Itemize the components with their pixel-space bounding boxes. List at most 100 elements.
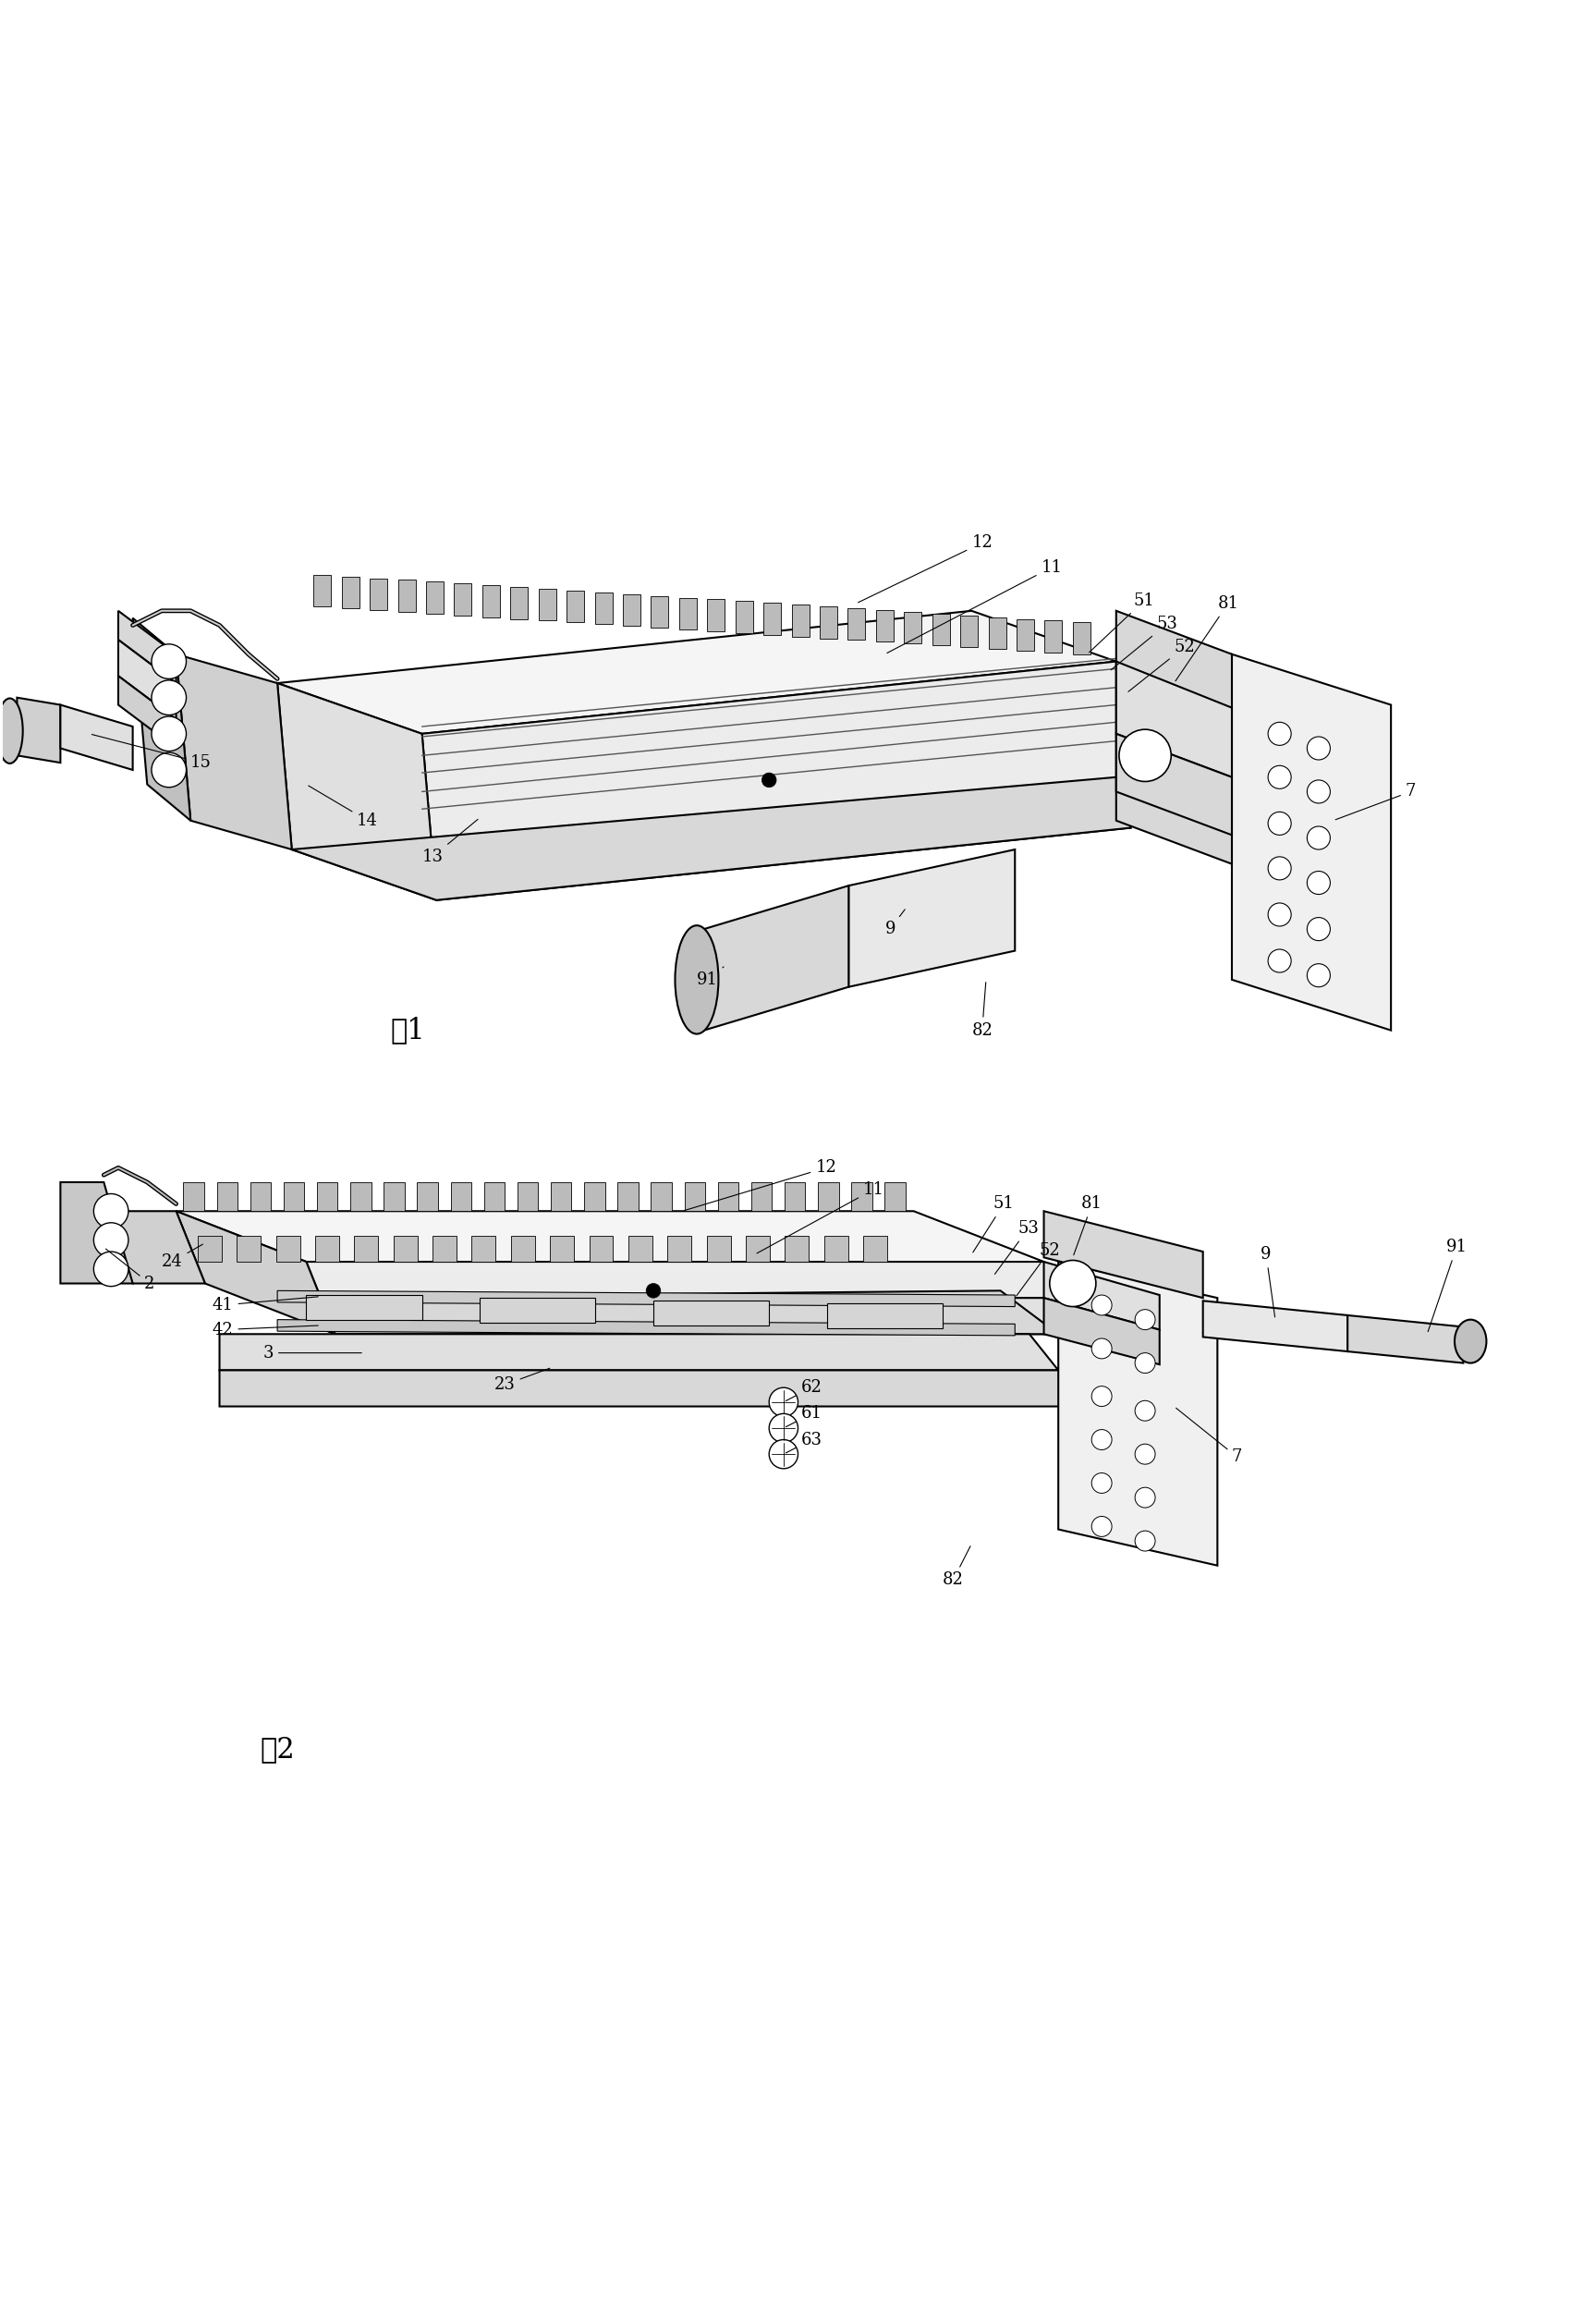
Polygon shape — [745, 1235, 769, 1263]
Text: 52: 52 — [1128, 638, 1195, 692]
Polygon shape — [176, 1212, 335, 1335]
Polygon shape — [1045, 620, 1063, 652]
Polygon shape — [198, 1235, 222, 1263]
Polygon shape — [132, 617, 190, 822]
Ellipse shape — [1454, 1321, 1486, 1362]
Polygon shape — [316, 1235, 340, 1263]
Polygon shape — [584, 1181, 605, 1212]
Text: 82: 82 — [943, 1546, 970, 1588]
Text: 53: 53 — [1111, 615, 1178, 671]
Polygon shape — [704, 887, 849, 1031]
Circle shape — [1135, 1353, 1156, 1374]
Circle shape — [1307, 963, 1329, 986]
Circle shape — [1307, 826, 1329, 849]
Circle shape — [1307, 736, 1329, 759]
Text: 2: 2 — [105, 1249, 155, 1293]
Text: 91: 91 — [697, 968, 723, 989]
Text: 14: 14 — [308, 787, 378, 829]
Polygon shape — [220, 1369, 1087, 1407]
Circle shape — [1135, 1309, 1156, 1330]
Polygon shape — [629, 1235, 653, 1263]
Text: 11: 11 — [887, 559, 1063, 652]
Polygon shape — [184, 1181, 204, 1212]
Polygon shape — [321, 1297, 1073, 1335]
Text: 11: 11 — [757, 1181, 884, 1253]
Circle shape — [761, 773, 776, 787]
Polygon shape — [176, 655, 292, 849]
Text: 图1: 图1 — [389, 1017, 425, 1044]
Polygon shape — [932, 613, 950, 645]
Polygon shape — [511, 1235, 535, 1263]
Polygon shape — [1044, 1212, 1203, 1297]
Text: 24: 24 — [161, 1244, 203, 1270]
Text: 63: 63 — [785, 1432, 822, 1453]
Polygon shape — [278, 1321, 1015, 1335]
Circle shape — [152, 752, 187, 787]
Polygon shape — [18, 699, 61, 764]
Polygon shape — [651, 1181, 672, 1212]
Circle shape — [1135, 1400, 1156, 1420]
Polygon shape — [284, 1181, 305, 1212]
Text: 81: 81 — [1176, 594, 1238, 680]
Polygon shape — [1073, 622, 1090, 655]
Text: 42: 42 — [212, 1321, 318, 1339]
Polygon shape — [1044, 1297, 1160, 1365]
Polygon shape — [397, 580, 415, 613]
Polygon shape — [785, 1181, 806, 1212]
Polygon shape — [220, 1335, 1058, 1369]
Polygon shape — [318, 1181, 338, 1212]
Circle shape — [1269, 722, 1291, 745]
Polygon shape — [517, 1181, 538, 1212]
Polygon shape — [118, 610, 176, 682]
Polygon shape — [763, 603, 780, 634]
Polygon shape — [961, 615, 978, 648]
Text: 52: 52 — [1017, 1242, 1061, 1295]
Polygon shape — [678, 596, 697, 629]
Circle shape — [1269, 856, 1291, 880]
Polygon shape — [176, 1212, 1044, 1263]
Circle shape — [1119, 729, 1171, 782]
Polygon shape — [351, 1181, 372, 1212]
Circle shape — [1269, 812, 1291, 836]
Polygon shape — [118, 675, 176, 747]
Text: 62: 62 — [785, 1379, 822, 1402]
Polygon shape — [61, 706, 132, 771]
Polygon shape — [1017, 620, 1034, 650]
Polygon shape — [718, 1181, 739, 1212]
Polygon shape — [1116, 610, 1232, 863]
Polygon shape — [653, 1300, 769, 1325]
Polygon shape — [383, 1181, 404, 1212]
Polygon shape — [1044, 1263, 1160, 1330]
Polygon shape — [884, 1181, 905, 1212]
Polygon shape — [876, 610, 894, 643]
Polygon shape — [851, 1181, 871, 1212]
Polygon shape — [306, 1295, 421, 1321]
Circle shape — [1269, 766, 1291, 789]
Text: 53: 53 — [994, 1221, 1039, 1274]
Polygon shape — [685, 1181, 705, 1212]
Polygon shape — [824, 1235, 847, 1263]
Ellipse shape — [0, 699, 22, 764]
Polygon shape — [988, 617, 1005, 650]
Circle shape — [1050, 1260, 1096, 1307]
Text: 51: 51 — [1088, 592, 1154, 652]
Polygon shape — [1347, 1316, 1464, 1362]
Circle shape — [94, 1251, 128, 1286]
Polygon shape — [1116, 661, 1232, 778]
Circle shape — [769, 1439, 798, 1469]
Polygon shape — [847, 608, 865, 641]
Polygon shape — [480, 1297, 595, 1323]
Polygon shape — [618, 1181, 638, 1212]
Polygon shape — [551, 1181, 571, 1212]
Text: 51: 51 — [974, 1195, 1015, 1253]
Text: 81: 81 — [1074, 1195, 1103, 1256]
Polygon shape — [785, 1235, 809, 1263]
Polygon shape — [236, 1235, 262, 1263]
Text: 15: 15 — [93, 733, 212, 771]
Polygon shape — [276, 1235, 300, 1263]
Polygon shape — [292, 778, 1130, 901]
Circle shape — [1092, 1339, 1112, 1358]
Polygon shape — [118, 641, 176, 720]
Polygon shape — [903, 613, 921, 643]
Text: 61: 61 — [785, 1404, 822, 1427]
